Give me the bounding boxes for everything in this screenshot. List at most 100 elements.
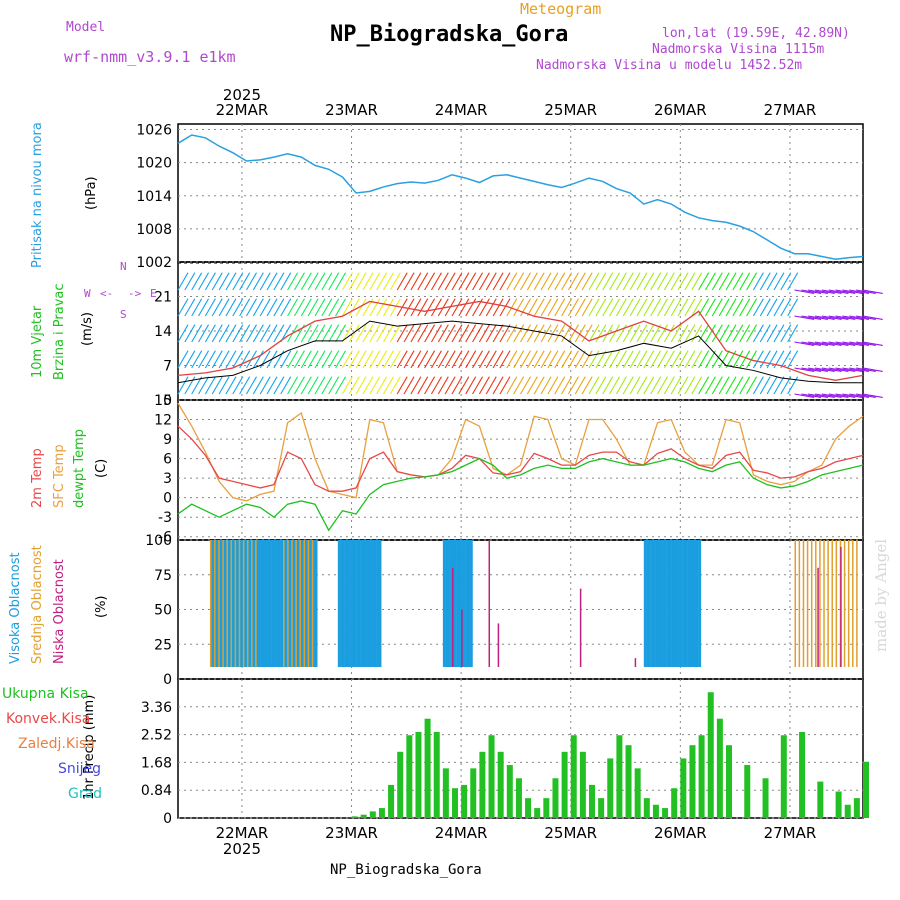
wind-barb (828, 367, 849, 373)
wind-barb (622, 324, 634, 343)
wind-barb (842, 341, 863, 347)
wind-barb (718, 298, 730, 317)
wind-barb (814, 289, 835, 295)
precip-bar (470, 768, 477, 818)
wind-barb (437, 350, 449, 369)
wind-barb (410, 350, 422, 369)
compass-east: E (150, 287, 157, 300)
cloud-high-bar (278, 540, 281, 667)
wind-barb (252, 376, 264, 395)
precip-bar (369, 811, 376, 818)
wind-barb (704, 272, 716, 291)
wind-barb (780, 272, 792, 291)
wind-barb (430, 298, 442, 317)
cloud-high-bar (445, 540, 448, 667)
wind-barb (273, 298, 285, 317)
wind-barb (780, 298, 792, 317)
wind-barb (808, 393, 828, 399)
precip-bar (835, 791, 842, 818)
wind-barb (451, 298, 463, 317)
wind-barb (273, 376, 285, 395)
wind-barb (485, 298, 497, 317)
wind-barb (355, 350, 367, 369)
wind-barb (752, 324, 764, 343)
wind-barb (389, 350, 401, 369)
wind-barb (684, 350, 696, 369)
wind-barb (369, 350, 381, 369)
precip-bar (579, 751, 586, 818)
cloud-high-bar (255, 540, 259, 667)
wind-barb (225, 298, 237, 317)
wind-barb (547, 298, 559, 317)
wind-barb (718, 376, 730, 395)
cloud-high-bar (652, 540, 656, 667)
wind-barb (773, 376, 785, 395)
wind-barb (451, 350, 463, 369)
wind-barb (417, 376, 429, 395)
wind-barb (376, 298, 388, 317)
wind-barb (636, 350, 648, 369)
precip-bar (671, 788, 678, 818)
wind-barb (204, 272, 216, 291)
wind-barb (533, 298, 545, 317)
wind-barb (348, 350, 360, 369)
cloud-mid-bar (798, 540, 801, 667)
wind-barb (711, 272, 723, 291)
wind-barb (808, 341, 828, 347)
station-title: NP_Biogradska_Gora (330, 22, 569, 47)
wind-barb (663, 376, 675, 395)
wind-barb (246, 272, 257, 291)
cloud-high-bar (657, 540, 660, 667)
wind-barb (691, 350, 703, 369)
cloud-high-bar (662, 540, 665, 667)
y-tick-label: 25 (154, 637, 172, 653)
wind-barb (341, 376, 353, 395)
cloud-mid-bar (214, 540, 216, 667)
wind-barb (499, 350, 511, 369)
wind-barb (225, 350, 237, 369)
wind-barb (725, 272, 737, 291)
wind-barb (657, 350, 668, 369)
x-year-top: 2025 (223, 86, 261, 104)
wind-barb (732, 376, 744, 395)
wind-barb (670, 272, 682, 291)
cloud-high-bar (650, 540, 654, 667)
cloud-low-bar (817, 567, 819, 667)
wind-barb (198, 298, 210, 317)
cloud-high-bar (643, 540, 647, 667)
wind-barb (609, 350, 621, 369)
y-tick-label: 2.52 (141, 728, 172, 744)
cloud-high-bar (344, 540, 348, 667)
wind-barb (533, 376, 545, 395)
wind-barb (300, 376, 312, 395)
y-tick-label: 1008 (136, 222, 172, 238)
wind-barb (362, 376, 374, 395)
wind-barb (458, 298, 470, 317)
wind-barb (622, 376, 634, 395)
wind-barb (554, 350, 566, 369)
cloud-high-bar (216, 540, 220, 667)
cloud-low-bar (461, 609, 463, 667)
wind-barb (492, 298, 504, 317)
precip-bar (853, 798, 860, 818)
wind-barb (533, 272, 545, 291)
cloud-high-bar (376, 540, 380, 667)
wind-barb (478, 350, 490, 369)
y-tick-label: 75 (154, 568, 172, 584)
y-tick-label: 0 (163, 491, 172, 507)
wind-barb (602, 350, 614, 369)
wind-barb (581, 272, 593, 291)
y-tick-label: 3 (163, 471, 172, 487)
cloud-high-bar (362, 540, 366, 667)
wind-barb (246, 298, 257, 317)
wind-barb (801, 367, 822, 373)
wind-barb (335, 376, 347, 395)
wind-barb (574, 350, 586, 369)
wind-barb (225, 324, 237, 343)
wind-barb (287, 298, 299, 317)
cloud-high-bar (470, 540, 473, 667)
wind-barb (677, 376, 689, 395)
wind-barb (499, 376, 511, 395)
wind-barb (828, 315, 849, 321)
wind-barb (574, 298, 586, 317)
